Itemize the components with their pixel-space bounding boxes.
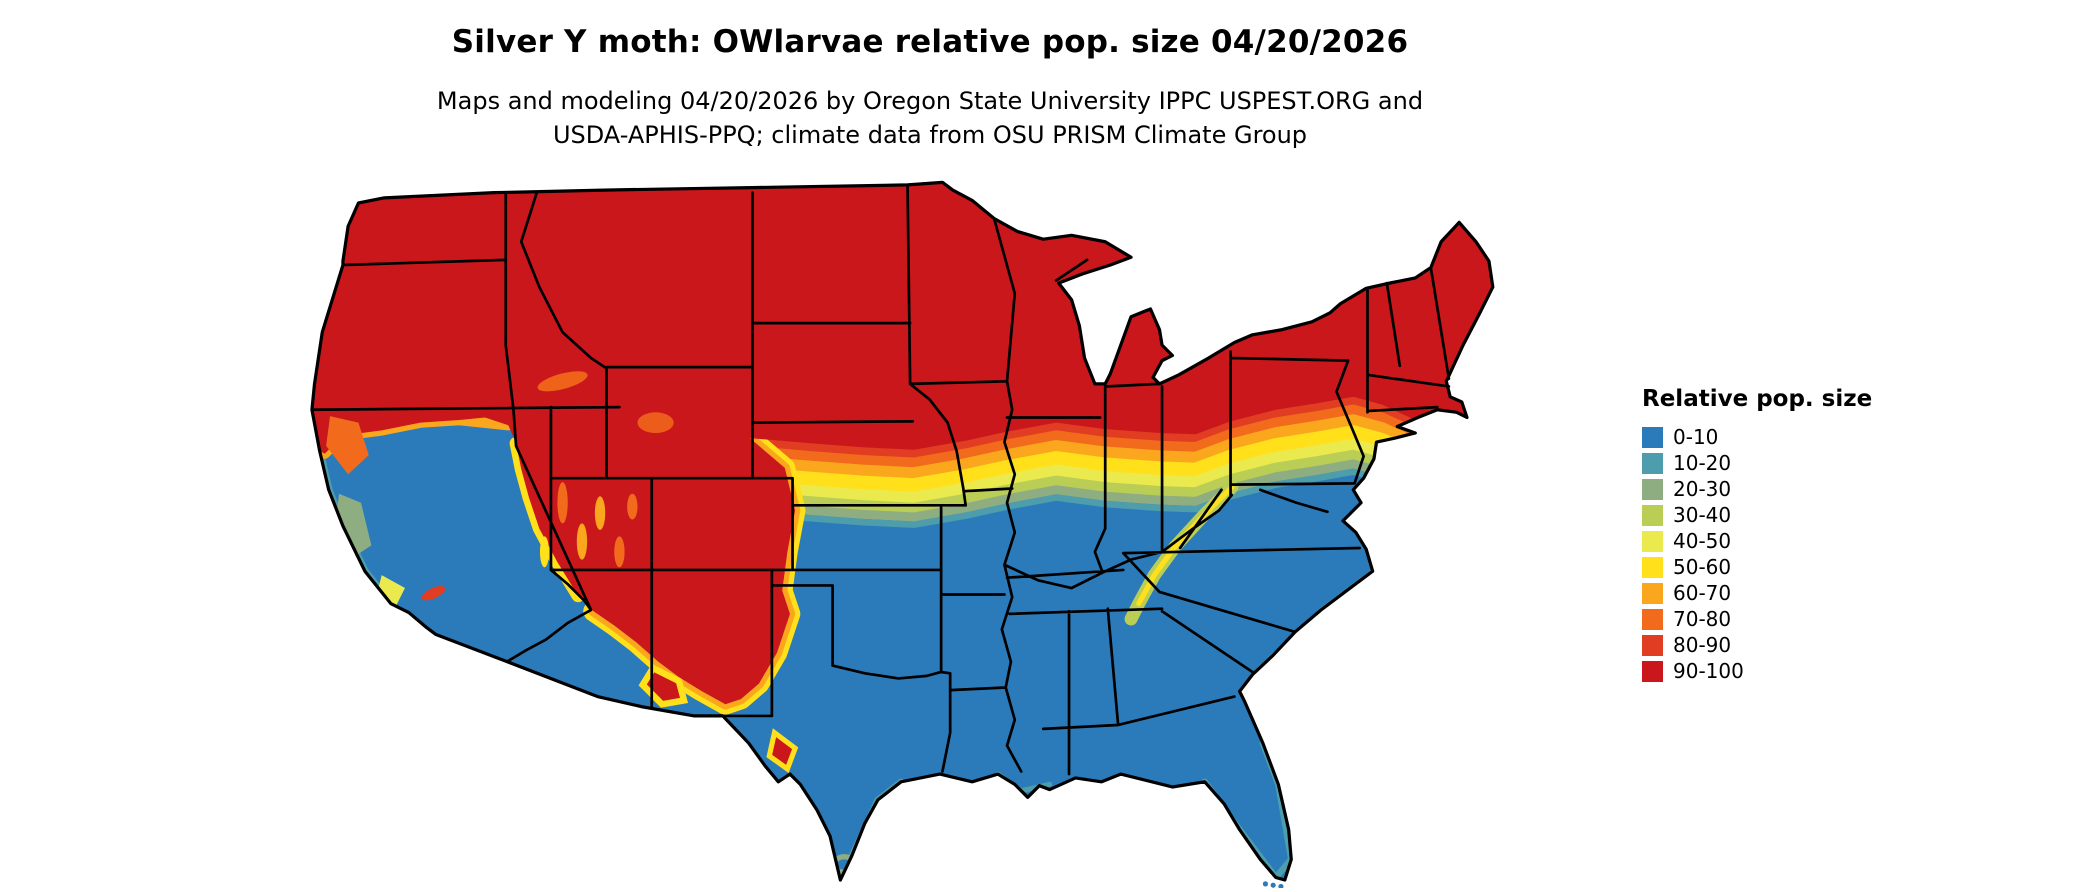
big-bend-mountain-blob — [766, 728, 799, 773]
utah-valley-blob — [614, 536, 625, 568]
key-speck — [1262, 881, 1269, 887]
legend-label-80-90: 80-90 — [1673, 633, 1732, 657]
key-speck — [1270, 882, 1276, 888]
norcal-coast-range-blob — [326, 416, 369, 475]
legend-swatch-80-90 — [1642, 634, 1663, 656]
nevada-valley-blob — [539, 536, 550, 568]
legend-swatch-50-60 — [1642, 556, 1663, 578]
legend-row: 80-90 — [1642, 632, 1872, 658]
legend-row: 60-70 — [1642, 580, 1872, 606]
legend-row: 90-100 — [1642, 658, 1872, 684]
legend-label-10-20: 10-20 — [1673, 451, 1732, 475]
utah-valley-blob — [627, 493, 638, 520]
legend-label-30-40: 30-40 — [1673, 503, 1732, 527]
terrain-texture-blobs — [326, 371, 799, 773]
state-borders — [310, 183, 1451, 776]
key-speck — [1278, 883, 1284, 888]
legend-title: Relative pop. size — [1642, 386, 1873, 412]
nevada-valley-blob — [594, 496, 606, 530]
legend-label-60-70: 60-70 — [1673, 581, 1732, 605]
florida-keys — [1262, 881, 1284, 888]
legend-swatch-90-100 — [1642, 660, 1663, 682]
nevada-valley-blob — [557, 482, 568, 524]
legend-swatch-70-80 — [1642, 608, 1663, 630]
legend-label-90-100: 90-100 — [1673, 659, 1744, 683]
legend-row: 50-60 — [1642, 554, 1872, 580]
legend-label-70-80: 70-80 — [1673, 607, 1732, 631]
legend-row: 70-80 — [1642, 606, 1872, 632]
legend-row: 0-10 — [1642, 424, 1872, 450]
map-subtitle-line-1: Maps and modeling 04/20/2026 by Oregon S… — [436, 87, 1424, 115]
map-subtitle-line-2: USDA-APHIS-PPQ; climate data from OSU PR… — [552, 121, 1308, 149]
legend-label-40-50: 40-50 — [1673, 529, 1732, 553]
legend-label-20-30: 20-30 — [1673, 477, 1732, 501]
legend-swatch-60-70 — [1642, 582, 1663, 604]
wyoming-basin-blob — [637, 412, 674, 433]
us-distribution-map — [268, 164, 1560, 888]
legend-row: 10-20 — [1642, 450, 1872, 476]
legend-row: 20-30 — [1642, 476, 1872, 502]
legend: Relative pop. size 0-10 10-20 20-30 30-4… — [1642, 386, 1872, 684]
map-title: Silver Y moth: OWlarvae relative pop. si… — [451, 24, 1409, 60]
legend-swatch-0-10 — [1642, 426, 1663, 448]
nevada-valley-blob — [576, 523, 588, 560]
fringe-yellow-sierra — [509, 436, 585, 603]
legend-row: 30-40 — [1642, 502, 1872, 528]
legend-swatch-20-30 — [1642, 478, 1663, 500]
map-subtitle: Maps and modeling 04/20/2026 by Oregon S… — [0, 84, 1860, 152]
legend-swatch-30-40 — [1642, 504, 1663, 526]
legend-row: 40-50 — [1642, 528, 1872, 554]
legend-swatch-40-50 — [1642, 530, 1663, 552]
us-map-svg — [310, 180, 1495, 888]
high-pop-region — [311, 182, 1493, 705]
legend-label-0-10: 0-10 — [1673, 425, 1719, 449]
snake-river-plain-blob — [537, 371, 588, 392]
legend-swatch-10-20 — [1642, 452, 1663, 474]
legend-label-50-60: 50-60 — [1673, 555, 1732, 579]
transverse-range-blob — [421, 585, 446, 601]
ridge-yellow-band — [1136, 484, 1235, 607]
